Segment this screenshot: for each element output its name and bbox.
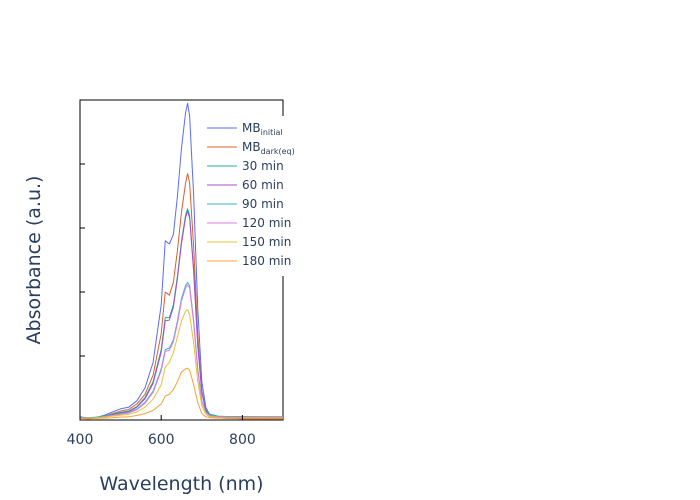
legend-background	[200, 116, 296, 276]
legend-subscript-1: dark(eq)	[261, 147, 295, 156]
series-line-5	[79, 284, 283, 419]
x-axis-title: Wavelength (nm)	[99, 473, 263, 495]
series-line-7	[80, 367, 283, 419]
legend-label-4: 90 min	[242, 197, 284, 211]
legend-label-5: 120 min	[242, 216, 291, 230]
legend-label-7: 180 min	[242, 254, 291, 268]
x-tick-label-0: 400	[67, 432, 94, 448]
legend-label-3: 60 min	[242, 178, 284, 192]
axes: 400 600 800	[67, 163, 256, 448]
spectrum-lines	[79, 102, 283, 420]
legend-subscript-0: initial	[261, 128, 283, 137]
legend-label-2: 30 min	[242, 159, 284, 173]
x-tick-label-2: 800	[229, 432, 256, 448]
series-line-6	[80, 309, 283, 419]
y-axis-title: Absorbance (a.u.)	[23, 176, 45, 345]
x-tick-label-1: 600	[148, 432, 175, 448]
legend-label-6: 150 min	[242, 235, 291, 249]
